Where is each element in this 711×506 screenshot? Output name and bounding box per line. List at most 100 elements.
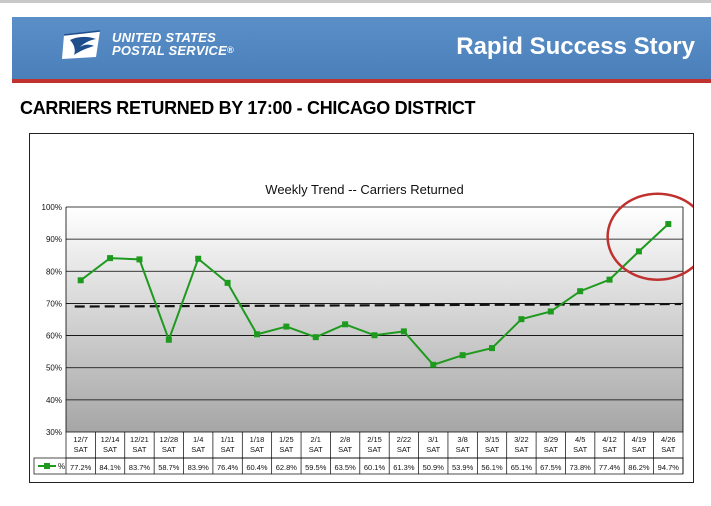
logo-line2-text: POSTAL SERVICE bbox=[112, 43, 228, 58]
data-table-value: 61.3% bbox=[393, 463, 415, 472]
x-tick-day: SAT bbox=[456, 445, 470, 454]
data-table-value: 62.8% bbox=[276, 463, 298, 472]
x-tick-date: 12/14 bbox=[101, 435, 120, 444]
data-table-value: 77.4% bbox=[599, 463, 621, 472]
x-tick-date: 12/21 bbox=[130, 435, 149, 444]
data-point bbox=[253, 331, 260, 338]
data-table-value: 59.5% bbox=[305, 463, 327, 472]
x-tick-day: SAT bbox=[162, 445, 176, 454]
x-tick-day: SAT bbox=[309, 445, 323, 454]
data-point bbox=[665, 221, 672, 228]
x-tick-day: SAT bbox=[132, 445, 146, 454]
legend-marker-key bbox=[44, 463, 50, 469]
data-point bbox=[224, 279, 231, 286]
usps-logo: UNITED STATES POSTAL SERVICE® bbox=[60, 25, 260, 71]
logo-line2: POSTAL SERVICE® bbox=[112, 44, 234, 57]
data-point bbox=[430, 361, 437, 368]
x-tick-day: SAT bbox=[74, 445, 88, 454]
header-accent-rule bbox=[12, 79, 711, 83]
x-tick-date: 3/15 bbox=[485, 435, 500, 444]
data-point bbox=[312, 334, 319, 341]
data-point bbox=[547, 308, 554, 315]
data-table-value: 67.5% bbox=[540, 463, 562, 472]
data-point bbox=[107, 255, 114, 262]
x-tick-date: 12/28 bbox=[159, 435, 178, 444]
chart-frame: Weekly Trend -- Carriers Returned 30% 40% 5… bbox=[29, 133, 709, 483]
data-table-value: 65.1% bbox=[511, 463, 533, 472]
data-point bbox=[136, 256, 143, 263]
x-tick-date: 12/7 bbox=[73, 435, 88, 444]
data-point bbox=[195, 255, 202, 262]
data-table-value: 94.7% bbox=[658, 463, 680, 472]
y-tick-label: 40% bbox=[46, 396, 62, 405]
y-tick-label: 90% bbox=[46, 235, 62, 244]
data-table-value: 58.7% bbox=[158, 463, 180, 472]
x-tick-day: SAT bbox=[191, 445, 205, 454]
x-tick-date: 1/18 bbox=[250, 435, 265, 444]
y-tick-label: 50% bbox=[46, 364, 62, 373]
x-tick-date: 3/8 bbox=[457, 435, 467, 444]
data-table-value: 84.1% bbox=[99, 463, 121, 472]
registered-mark: ® bbox=[227, 45, 234, 55]
x-tick-date: 4/5 bbox=[575, 435, 585, 444]
x-tick-date: 1/11 bbox=[221, 435, 235, 444]
x-tick-date: 2/1 bbox=[311, 435, 321, 444]
data-point bbox=[577, 288, 584, 295]
data-point bbox=[165, 336, 172, 343]
data-table-value: 56.1% bbox=[481, 463, 503, 472]
x-tick-day: SAT bbox=[397, 445, 411, 454]
data-table-value: 86.2% bbox=[628, 463, 650, 472]
data-point bbox=[342, 321, 349, 328]
eagle-logo-icon bbox=[62, 30, 101, 59]
data-point bbox=[606, 276, 613, 283]
data-point bbox=[77, 277, 84, 284]
target-line bbox=[74, 302, 682, 308]
data-table-value: 53.9% bbox=[452, 463, 474, 472]
x-tick-day: SAT bbox=[573, 445, 587, 454]
x-tick-day: SAT bbox=[632, 445, 646, 454]
y-tick-label: 80% bbox=[46, 267, 62, 276]
chart-title: Weekly Trend -- Carriers Returned bbox=[265, 182, 463, 197]
x-tick-date: 4/19 bbox=[632, 435, 647, 444]
data-table-value: 63.5% bbox=[334, 463, 356, 472]
x-tick-day: SAT bbox=[514, 445, 528, 454]
header-title: Rapid Success Story bbox=[456, 33, 695, 60]
data-point bbox=[489, 345, 496, 352]
header-banner: UNITED STATES POSTAL SERVICE® Rapid Succ… bbox=[12, 17, 711, 79]
data-table-value: 83.7% bbox=[129, 463, 151, 472]
x-tick-date: 4/26 bbox=[661, 435, 676, 444]
x-tick-date: 3/22 bbox=[514, 435, 529, 444]
x-tick-day: SAT bbox=[544, 445, 558, 454]
y-tick-label: 60% bbox=[46, 332, 62, 341]
x-tick-day: SAT bbox=[338, 445, 352, 454]
y-tick-label: 70% bbox=[46, 299, 62, 308]
x-tick-date: 3/29 bbox=[543, 435, 558, 444]
x-tick-day: SAT bbox=[221, 445, 235, 454]
x-tick-day: SAT bbox=[661, 445, 675, 454]
y-tick-label: 100% bbox=[42, 203, 62, 212]
data-table-value: 60.1% bbox=[364, 463, 386, 472]
data-point bbox=[400, 328, 407, 335]
x-tick-day: SAT bbox=[103, 445, 117, 454]
x-tick-day: SAT bbox=[250, 445, 264, 454]
data-table-value: 77.2% bbox=[70, 463, 92, 472]
data-table-value: 73.8% bbox=[570, 463, 592, 472]
data-table-value: 60.4% bbox=[246, 463, 268, 472]
data-point bbox=[635, 248, 642, 255]
data-table-value: 50.9% bbox=[423, 463, 445, 472]
data-point bbox=[371, 332, 378, 339]
x-tick-date: 2/22 bbox=[397, 435, 412, 444]
legend-series-name: % bbox=[58, 462, 65, 471]
logo-line1: UNITED STATES bbox=[112, 30, 216, 45]
x-tick-day: SAT bbox=[485, 445, 499, 454]
x-tick-date: 2/8 bbox=[340, 435, 350, 444]
x-tick-date: 1/4 bbox=[193, 435, 203, 444]
data-point bbox=[283, 323, 290, 330]
data-point bbox=[459, 352, 466, 359]
x-tick-day: SAT bbox=[279, 445, 293, 454]
y-tick-label: 30% bbox=[46, 428, 62, 437]
data-table-value: 83.9% bbox=[188, 463, 210, 472]
trend-chart: Weekly Trend -- Carriers Returned 30% 40% 5… bbox=[33, 182, 709, 475]
x-tick-day: SAT bbox=[426, 445, 440, 454]
x-tick-day: SAT bbox=[367, 445, 381, 454]
